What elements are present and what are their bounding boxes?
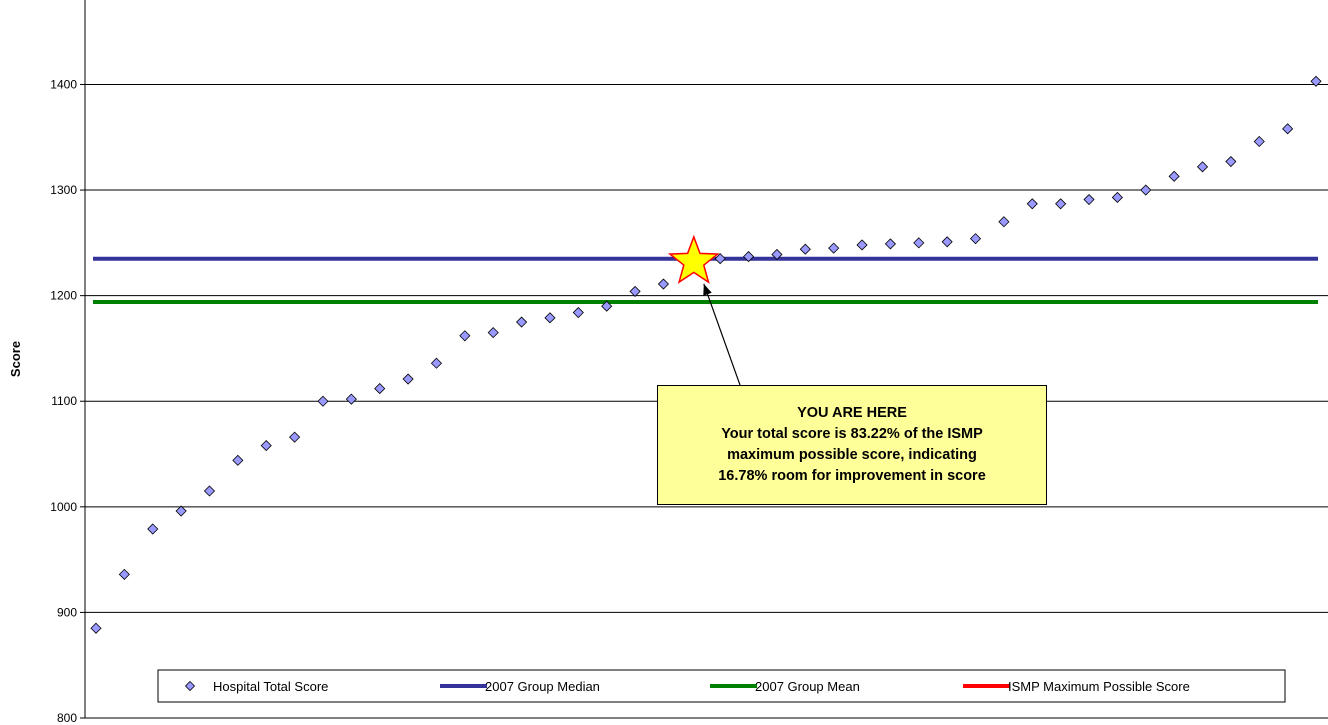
- data-point: [1083, 193, 1095, 206]
- data-point: [203, 485, 216, 497]
- callout-line-2: Your total score is 83.22% of the ISMP: [721, 426, 983, 442]
- data-point: [118, 568, 130, 580]
- data-point: [260, 440, 272, 452]
- data-point: [629, 285, 641, 297]
- legend-marker-hospital-total-score: [184, 680, 196, 692]
- data-point: [657, 278, 670, 290]
- data-point: [317, 395, 329, 407]
- you-are-here-callout: YOU ARE HERE Your total score is 83.22% …: [657, 385, 1047, 505]
- y-tick-label: 1000: [50, 500, 77, 514]
- y-tick-labels: 800 900 1000 1100 1200 1300 1400: [50, 77, 77, 725]
- data-point: [289, 431, 301, 443]
- data-point: [1253, 135, 1265, 148]
- gridlines: [80, 0, 1328, 719]
- data-point: [742, 251, 755, 263]
- legend-label: ISMP Maximum Possible Score: [1008, 679, 1190, 694]
- data-point: [175, 505, 187, 517]
- data-point: [544, 312, 556, 324]
- data-point: [1168, 170, 1180, 182]
- callout-line-3: maximum possible score, indicating: [727, 447, 977, 463]
- y-tick-label: 1100: [51, 394, 77, 408]
- data-point: [1111, 191, 1123, 204]
- y-tick-label: 800: [57, 711, 77, 725]
- legend-label: 2007 Group Median: [485, 679, 600, 694]
- data-point: [771, 248, 783, 261]
- data-point: [856, 239, 868, 251]
- callout-arrow-head: [703, 283, 712, 296]
- data-points: [90, 75, 1322, 634]
- data-point: [828, 242, 840, 254]
- data-point: [799, 243, 811, 255]
- data-point: [487, 327, 499, 339]
- y-tick-label: 1400: [50, 77, 77, 91]
- data-point: [345, 393, 357, 405]
- y-tick-label: 1300: [50, 183, 77, 197]
- legend-label: Hospital Total Score: [213, 679, 328, 694]
- data-point: [1026, 198, 1038, 210]
- data-point: [430, 357, 443, 369]
- data-point: [402, 373, 414, 385]
- legend: Hospital Total Score 2007 Group Median 200…: [157, 669, 1286, 703]
- data-point: [969, 233, 982, 245]
- you-are-here-star: [667, 234, 720, 284]
- y-tick-label: 900: [57, 605, 77, 619]
- data-point: [90, 622, 102, 634]
- data-point: [1140, 184, 1152, 196]
- data-point: [1055, 198, 1067, 210]
- y-axis-title: Score: [8, 341, 23, 377]
- data-point: [714, 253, 726, 265]
- data-point: [1196, 161, 1209, 173]
- data-point: [374, 382, 386, 395]
- data-point: [1310, 75, 1322, 87]
- callout-line-4: 16.78% room for improvement in score: [718, 468, 986, 484]
- callout-line-1: YOU ARE HERE: [797, 405, 907, 421]
- data-point: [147, 523, 159, 535]
- legend-label: 2007 Group Mean: [755, 679, 860, 694]
- y-tick-label: 1200: [50, 289, 77, 303]
- data-point: [1225, 155, 1237, 168]
- data-point: [601, 300, 613, 312]
- data-point: [572, 306, 584, 319]
- data-point: [516, 316, 528, 328]
- data-point: [459, 330, 471, 342]
- callout-arrow: [703, 283, 741, 386]
- data-point: [913, 237, 925, 249]
- data-point: [884, 238, 896, 250]
- data-point: [1282, 123, 1294, 135]
- data-point: [941, 236, 953, 248]
- data-point: [232, 454, 244, 466]
- data-point: [998, 216, 1010, 228]
